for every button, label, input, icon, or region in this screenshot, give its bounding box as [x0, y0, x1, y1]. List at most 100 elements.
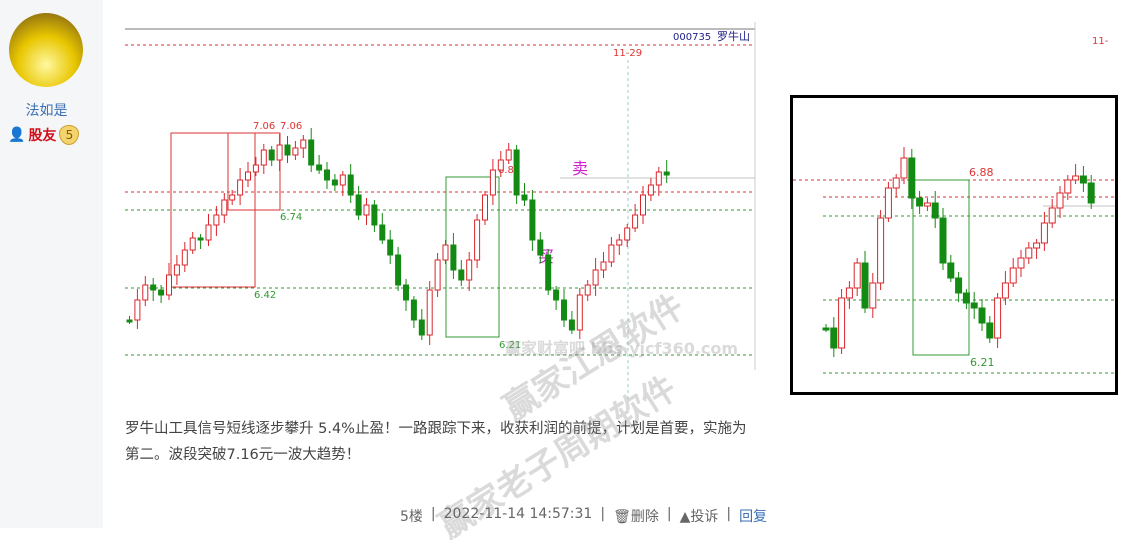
- candle: [838, 297, 846, 349]
- candle: [474, 219, 481, 261]
- date-marker: 11-29: [613, 48, 642, 59]
- candle: [292, 147, 299, 156]
- candle: [371, 204, 378, 226]
- candle: [529, 199, 536, 241]
- candle: [189, 237, 196, 251]
- candle: [1033, 242, 1041, 249]
- candle: [955, 277, 963, 294]
- user-rank: 👤 股友 5: [8, 125, 80, 145]
- candle: [553, 289, 560, 301]
- candle: [379, 224, 386, 241]
- level-badge: 5: [59, 125, 80, 145]
- candle: [908, 157, 916, 199]
- separator: |: [430, 506, 436, 522]
- post-time: 2022-11-14 14:57:31: [443, 506, 593, 522]
- candle: [410, 299, 417, 321]
- candle: [869, 282, 877, 309]
- candle: [450, 244, 457, 271]
- candle: [205, 224, 212, 241]
- candle: [877, 217, 885, 284]
- candle: [395, 254, 402, 286]
- candle: [892, 177, 900, 189]
- candle: [150, 284, 157, 291]
- separator: |: [600, 506, 606, 522]
- watermark: 赢家财富吧 bbs.yjcf360.com: [505, 339, 739, 358]
- candle: [521, 194, 528, 201]
- sell-signal: 卖: [572, 159, 588, 178]
- user-group: 股友: [28, 128, 57, 144]
- candle: [923, 202, 931, 207]
- candle: [900, 157, 908, 179]
- corner-text: 11-: [1092, 36, 1109, 47]
- candle: [276, 144, 283, 161]
- candle: [363, 204, 370, 216]
- candle: [655, 171, 662, 186]
- candle: [245, 171, 251, 181]
- candle: [134, 299, 141, 321]
- candle: [324, 169, 330, 181]
- candle: [1064, 179, 1072, 194]
- trash-icon: 🗑: [613, 509, 631, 525]
- candle: [347, 174, 354, 196]
- stock-name: 罗牛山: [717, 29, 750, 43]
- candle: [822, 327, 830, 331]
- user-rank-icon: 👤: [8, 127, 26, 143]
- candle: [568, 319, 575, 331]
- candle: [252, 164, 259, 173]
- candle: [489, 169, 496, 196]
- candle: [181, 249, 188, 266]
- candle: [284, 144, 291, 156]
- candle: [1025, 247, 1033, 259]
- candle: [339, 174, 346, 186]
- candle: [1040, 222, 1048, 244]
- candle: [331, 179, 338, 186]
- candle: [387, 239, 394, 256]
- candle: [962, 292, 970, 304]
- candle: [830, 327, 838, 349]
- separator: |: [666, 506, 672, 522]
- post-content: 罗牛山工具信号短线逐步攀升 5.4%止盈！一路跟踪下来，收获利润的前提，计划是首…: [125, 421, 747, 463]
- candle: [166, 274, 172, 296]
- candle: [931, 202, 939, 219]
- candle: [260, 149, 267, 166]
- candle: [608, 244, 615, 263]
- candle: [213, 214, 220, 226]
- candle: [986, 322, 994, 339]
- candle: [592, 269, 599, 286]
- delete-button[interactable]: 🗑删除: [613, 506, 659, 526]
- candle: [640, 194, 646, 216]
- candle: [158, 289, 165, 296]
- candle: [316, 164, 323, 171]
- report-button[interactable]: ▲投诉: [680, 506, 719, 526]
- candle: [545, 254, 552, 291]
- candle: [970, 302, 978, 309]
- candle: [584, 284, 591, 296]
- level-label: 6.42: [254, 290, 276, 301]
- candle: [308, 139, 315, 166]
- candle: [466, 259, 473, 281]
- delete-label: 删除: [630, 509, 659, 525]
- candle: [197, 237, 204, 241]
- candle: [142, 284, 149, 301]
- candle: [426, 289, 433, 336]
- username-link[interactable]: 法如是: [25, 103, 68, 119]
- candle: [853, 262, 861, 289]
- candle: [355, 194, 362, 216]
- warning-icon: ▲: [679, 509, 691, 525]
- candle: [978, 307, 986, 324]
- candle: [1056, 192, 1064, 209]
- candle: [1001, 282, 1009, 299]
- candle: [947, 262, 955, 279]
- level-label: 6.74: [280, 212, 302, 223]
- candle: [632, 214, 639, 229]
- candle: [268, 149, 275, 161]
- candle: [576, 294, 583, 331]
- user-sidebar: 法如是 👤 股友 5: [0, 0, 103, 528]
- candle: [497, 159, 504, 171]
- stock-chart-zoom-image: 6.88 6.21: [790, 95, 1118, 395]
- candle: [616, 239, 623, 246]
- candle: [647, 184, 654, 196]
- candle: [442, 244, 449, 261]
- avatar[interactable]: [9, 13, 83, 87]
- reply-button[interactable]: 回复: [739, 509, 768, 525]
